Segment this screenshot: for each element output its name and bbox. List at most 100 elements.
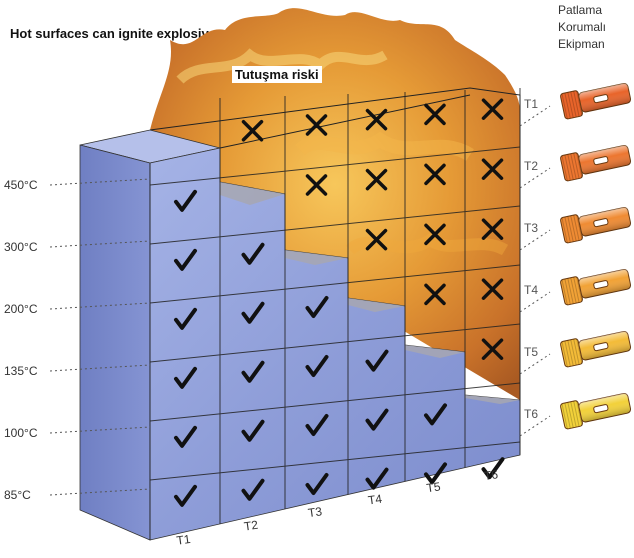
- cross-stroke: [481, 338, 504, 360]
- cross-icon: [481, 278, 504, 300]
- flashlight-rib: [570, 339, 577, 366]
- step-shadows: [220, 182, 520, 404]
- flashlight-rib: [570, 401, 577, 428]
- class-label: T1: [524, 97, 538, 111]
- cross-icon: [365, 168, 388, 191]
- temperature-label: 100°C: [4, 426, 38, 440]
- check-icon: [424, 403, 447, 426]
- cross-stroke: [241, 120, 264, 142]
- grid-lines: [149, 88, 521, 540]
- temperature-label: 85°C: [4, 488, 31, 502]
- cross-icon: [481, 98, 504, 120]
- flashlight-rib: [564, 154, 571, 181]
- cross-stroke: [305, 114, 328, 136]
- explosion-protected-equipment-label: Patlama Korumalı Ekipman: [558, 2, 606, 53]
- temperature-guide-lines: [49, 178, 151, 496]
- flashlight-rib: [570, 91, 577, 118]
- flashlight-icon: [560, 331, 632, 368]
- cross-icon: [424, 223, 446, 246]
- flashlight-rib: [573, 214, 580, 241]
- flashlight-switch: [593, 342, 609, 352]
- class-label: T6: [524, 407, 538, 421]
- check-icon: [241, 301, 265, 324]
- flashlight-rib: [576, 338, 583, 365]
- class-label: T5: [524, 345, 538, 359]
- flashlight-switch: [593, 280, 609, 290]
- cross-icon: [424, 283, 446, 306]
- class-guide-line: [519, 229, 551, 251]
- flashlight-rib: [576, 276, 583, 303]
- check-icon: [174, 425, 197, 448]
- class-label: T2: [524, 159, 538, 173]
- class-guide-line: [519, 415, 551, 437]
- equipment-lamps: [560, 83, 632, 430]
- grid-horizontal: [149, 264, 521, 304]
- flashlight-rib: [564, 340, 571, 367]
- cross-stroke: [424, 163, 446, 186]
- guide-line: [49, 488, 151, 496]
- check-icon: [174, 189, 197, 212]
- check-icon: [365, 467, 389, 490]
- flashlight-icon: [560, 83, 632, 120]
- flashlight-icon: [560, 269, 632, 306]
- cross-icon: [424, 103, 446, 126]
- check-icon: [241, 419, 265, 442]
- cross-icon: [481, 338, 504, 360]
- column-label: T6: [483, 467, 499, 483]
- check-icon: [305, 355, 329, 378]
- cross-stroke: [305, 174, 328, 196]
- flashlight-switch: [593, 94, 609, 104]
- column-label: T4: [367, 492, 383, 508]
- check-icon: [481, 457, 505, 480]
- grid-horizontal: [149, 146, 521, 186]
- class-guide-line: [519, 167, 551, 189]
- flashlight-icon: [560, 393, 632, 430]
- cross-icon: [365, 228, 388, 251]
- temperature-label: 135°C: [4, 364, 38, 378]
- flashlight-rib: [567, 402, 574, 428]
- cross-stroke: [365, 168, 388, 191]
- grid-horizontal: [149, 441, 521, 481]
- grid-horizontal: [149, 323, 521, 363]
- cross-icon: [241, 120, 264, 142]
- column-label: T2: [243, 518, 259, 534]
- flashlight-rib: [576, 214, 583, 241]
- cross-stroke: [481, 98, 504, 120]
- cross-stroke: [424, 103, 446, 126]
- class-labels: T1 T2 T3 T4 T5 T6: [519, 97, 551, 437]
- class-label: T4: [524, 283, 538, 297]
- class-guide-line: [519, 105, 551, 127]
- check-icon: [305, 296, 329, 319]
- flashlight-icon: [560, 145, 632, 182]
- guide-line: [49, 364, 151, 372]
- cross-stroke: [481, 158, 504, 180]
- check-icon: [305, 414, 329, 437]
- cross-icon: [305, 174, 328, 196]
- corner-label-line: Ekipman: [558, 37, 605, 51]
- guide-line: [49, 240, 151, 248]
- flashlight-switch: [593, 404, 609, 414]
- check-icon: [174, 248, 197, 271]
- cross-icon: [424, 163, 446, 186]
- class-label: T3: [524, 221, 538, 235]
- flashlight-rib: [567, 278, 574, 304]
- flashlight-rib: [567, 340, 574, 366]
- flashlight-switch: [593, 156, 609, 166]
- grid-horizontal: [149, 382, 521, 422]
- check-icon: [241, 360, 265, 383]
- check-icon: [424, 462, 447, 485]
- column-label: T3: [307, 504, 323, 520]
- flashlight-rib: [561, 155, 568, 182]
- corner-label-line: Korumalı: [558, 20, 607, 34]
- temperature-label: 450°C: [4, 178, 38, 192]
- check-icon: [174, 366, 197, 389]
- cross-icon: [305, 114, 328, 136]
- flashlight-rib: [573, 152, 580, 179]
- flashlight-rib: [564, 216, 571, 243]
- ignition-risk-label: Tutuşma riski: [232, 66, 322, 83]
- column-label: T5: [426, 479, 442, 495]
- check-icon: [174, 484, 197, 507]
- column-labels: T1 T2 T3 T4 T5 T6: [176, 467, 500, 547]
- flashlight-rib: [567, 92, 574, 118]
